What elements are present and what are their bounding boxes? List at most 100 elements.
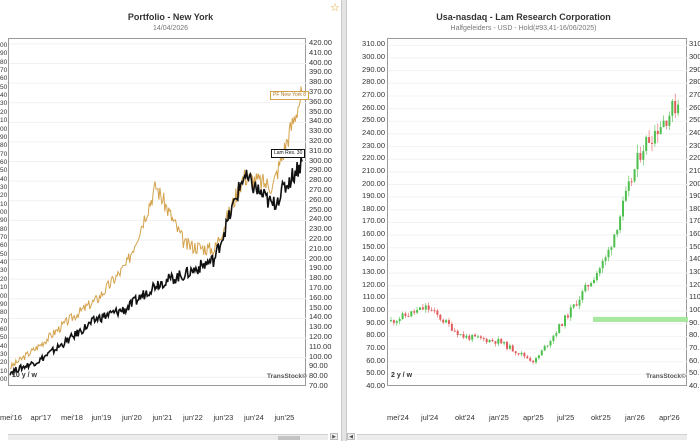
candle-body: [636, 153, 639, 170]
y-tick-label: 140.00: [362, 254, 385, 264]
favorite-star-icon[interactable]: ☆: [330, 2, 340, 14]
candle-body: [416, 309, 419, 313]
y-tick-label: 70.00: [366, 343, 385, 353]
y-tick-label: 410.00: [309, 47, 332, 57]
chart-title: Usa-nasdaq - Lam Research Corporation: [436, 12, 611, 22]
candle-body: [595, 273, 598, 281]
candle-body: [517, 353, 520, 355]
y-tick-label: 240.00: [362, 127, 385, 137]
candle-body: [526, 356, 529, 359]
left-edge-tick-label: 90: [0, 300, 8, 308]
right-horizontal-scrollbar[interactable]: [357, 434, 687, 440]
candle-body: [535, 358, 537, 363]
y-tick-label: 250.00: [309, 204, 332, 214]
right-edge-tick-label: 310: [689, 39, 700, 49]
right-edge-tick-label: 170: [689, 216, 700, 226]
candle-body: [421, 307, 424, 310]
candle-body: [433, 310, 436, 312]
left-edge-tick-label: 10: [0, 200, 8, 208]
portfolio-flag: PF New York 8: [270, 91, 310, 100]
y-tick-label: 190.00: [309, 263, 332, 273]
candle-body: [462, 334, 465, 338]
y-tick-label: 160.00: [362, 229, 385, 239]
scroll-thumb[interactable]: [278, 436, 300, 440]
y-tick-label: 330.00: [309, 126, 332, 136]
candle-body: [439, 314, 442, 320]
candle-body: [390, 320, 392, 322]
left-edge-tick-label: 40: [0, 342, 8, 350]
candle-body: [419, 307, 421, 310]
y-tick-label: 180.00: [309, 273, 332, 283]
candle-body: [546, 345, 549, 347]
left-edge-tick-label: 90: [0, 133, 8, 141]
right-edge-tick-label: 230: [689, 140, 700, 150]
scroll-right-arrow-icon[interactable]: ▶: [330, 433, 338, 440]
left-horizontal-scrollbar[interactable]: [8, 434, 328, 440]
candle-body: [401, 313, 404, 319]
candle-body: [566, 315, 569, 318]
left-edge-tick-label: 20: [0, 192, 8, 200]
left-edge-tick-label: 80: [0, 58, 8, 66]
y-tick-label: 120.00: [309, 331, 332, 341]
y-tick-label: 270.00: [309, 184, 332, 194]
candle-body: [529, 358, 532, 361]
left-edge-tick-label: 40: [0, 259, 8, 267]
candle-body: [540, 350, 543, 356]
candle-body: [555, 333, 558, 336]
candle-body: [656, 130, 659, 135]
candle-body: [604, 257, 607, 261]
y-tick-label: 90.00: [309, 361, 328, 371]
right-edge-tick-label: 140: [689, 254, 700, 264]
candle-body: [575, 304, 578, 306]
candle-body: [549, 341, 552, 346]
y-tick-label: 220.00: [362, 153, 385, 163]
portfolio-line-chart: [9, 43, 307, 378]
candle-body: [578, 299, 581, 306]
candle-body: [659, 127, 662, 135]
left-edge-tick-label: 90: [0, 50, 8, 58]
right-chart-pane[interactable]: Usa-nasdaq - Lam Research Corporation Ha…: [347, 0, 700, 441]
candle-body: [514, 351, 517, 354]
candle-body: [671, 101, 674, 116]
stock-plot-area[interactable]: 2 y / w TransStock©: [387, 38, 688, 386]
y-tick-label: 170.00: [362, 216, 385, 226]
candle-body: [665, 120, 668, 126]
candle-body: [564, 315, 566, 326]
y-tick-label: 390.00: [309, 67, 332, 77]
y-tick-label: 240.00: [309, 214, 332, 224]
candle-body: [436, 310, 439, 315]
candle-body: [413, 311, 416, 313]
left-edge-tick-label: 40: [0, 92, 8, 100]
left-edge-tick-label: 90: [0, 217, 8, 225]
left-chart-pane[interactable]: Portfolio - New York 14/04/2026 ☆ 10 y /…: [0, 0, 341, 441]
scroll-left-arrow-icon[interactable]: ◀: [347, 433, 355, 440]
left-edge-tick-label: 50: [0, 167, 8, 175]
candle-body: [456, 330, 459, 336]
right-edge-tick-label: 50.: [689, 368, 700, 378]
y-tick-label: 60.00: [366, 355, 385, 365]
left-edge-tick-label: 70: [0, 150, 8, 158]
stock-series-line: [9, 157, 303, 377]
y-tick-label: 280.00: [309, 175, 332, 185]
portfolio-plot-area[interactable]: 10 y / w TransStock© PF New York 8 Lam R…: [8, 38, 310, 386]
y-tick-label: 230.00: [309, 224, 332, 234]
left-edge-tick-label: 00: [0, 209, 8, 216]
y-tick-label: 360.00: [309, 96, 332, 106]
left-edge-tick-label: 30: [0, 183, 8, 191]
y-tick-label: 70.00: [309, 381, 328, 390]
candle-body: [500, 339, 503, 344]
y-tick-label: 140.00: [309, 312, 332, 322]
x-tick-label: jul'24: [421, 413, 439, 422]
x-tick-label: jun'25: [274, 413, 295, 422]
right-edge-tick-label: 110: [689, 292, 700, 302]
right-edge-tick-label: 280: [689, 77, 700, 87]
y-tick-label: 100.00: [309, 351, 332, 361]
candle-body: [465, 335, 468, 338]
y-tick-label: 50.00: [366, 368, 385, 378]
chart-title: Portfolio - New York: [127, 12, 214, 22]
candle-body: [488, 339, 491, 343]
pane-splitter[interactable]: [341, 0, 347, 441]
left-edge-tick-label: 10: [0, 284, 8, 292]
candle-body: [479, 336, 482, 339]
right-edge-tick-label: 290: [689, 64, 700, 74]
